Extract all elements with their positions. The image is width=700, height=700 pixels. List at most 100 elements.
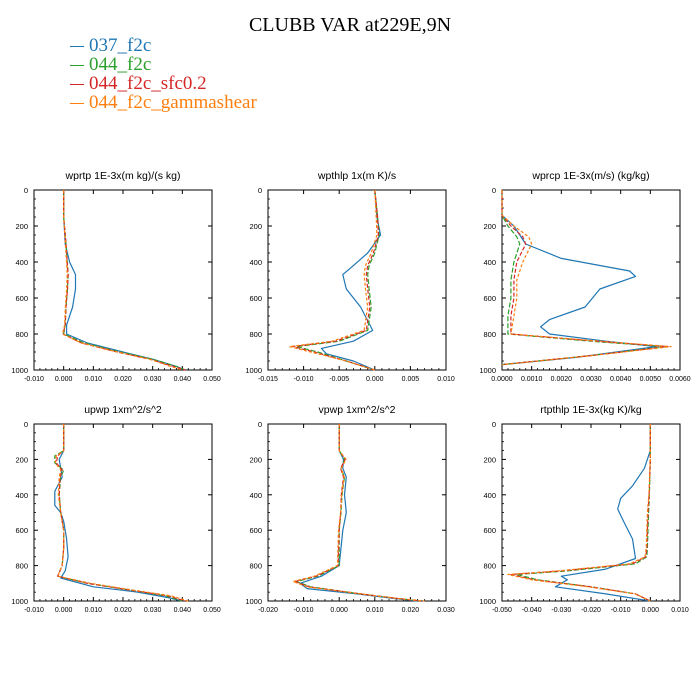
x-tick-label: 0.0030 [580,376,602,383]
x-tick-label: -0.050 [492,607,512,614]
y-tick-label: 200 [15,222,28,231]
y-tick-label: 0 [24,420,28,429]
series-line [292,189,379,371]
plot-frame [501,189,681,371]
y-tick-label: 800 [483,562,496,571]
legend-item: 044_f2c_gammashear [70,93,257,112]
x-tick-label: -0.030 [551,607,571,614]
x-tick-label: 0.0010 [521,376,543,383]
x-tick-label: 0.0000 [491,376,513,383]
y-tick-label: 200 [249,455,262,464]
y-tick-label: 400 [483,491,496,500]
series-line [295,189,380,371]
y-tick-label: 600 [15,294,28,303]
series-line [54,424,189,602]
y-tick-label: 0 [258,420,262,429]
x-tick-label: 0.050 [203,376,221,383]
y-tick-label: 800 [249,562,262,571]
y-tick-label: 200 [483,222,496,231]
plot-frame [267,189,447,371]
legend-label: 037_f2c [89,35,152,56]
series-line [292,424,425,602]
y-tick-label: 600 [249,526,262,535]
x-tick-label: 0.010 [85,607,103,614]
chart-title: wprcp 1E-3x(m/s) (kg/kg) [531,170,649,182]
chart-title: wpthlp 1x(m K)/s [317,170,396,182]
legend-item: 044_f2c [70,55,257,74]
series-line [510,424,651,602]
x-tick-label: 0.010 [671,607,689,614]
x-tick-label: -0.010 [611,607,631,614]
y-tick-label: 1000 [245,366,262,375]
x-tick-label: 0.000 [330,607,348,614]
chart-panel: wprcp 1E-3x(m/s) (kg/kg) 0.0000 0.0010 0.00… [479,170,690,383]
x-tick-label: 0.010 [366,607,384,614]
x-tick-label: -0.020 [258,607,278,614]
y-tick-label: 0 [258,186,262,195]
y-tick-label: 400 [483,258,496,267]
series-line [501,190,672,366]
x-tick-label: 0.010 [85,376,103,383]
x-tick-label: -0.010 [294,607,314,614]
series-line [54,424,183,602]
x-tick-label: -0.020 [581,607,601,614]
chart-title: upwp 1xm^2/s^2 [84,404,162,416]
y-tick-label: 600 [249,294,262,303]
legend-item: 044_f2c_sfc0.2 [70,74,257,93]
y-tick-label: 1000 [11,597,28,606]
legend-label: 044_f2c_sfc0.2 [89,73,207,94]
legend-swatch [70,64,84,67]
y-tick-label: 400 [15,258,28,267]
y-tick-label: 1000 [479,597,496,606]
y-tick-label: 0 [24,186,28,195]
x-tick-label: 0.040 [174,607,192,614]
x-tick-label: 0.010 [437,376,455,383]
series-line [54,424,183,602]
chart-panel: vpwp 1xm^2/s^2 -0.020 -0.010 0.000 0.010 0.02… [245,404,455,614]
series-line [320,189,382,371]
chart-title: rtpthlp 1E-3x(kg K)/kg [540,404,642,416]
x-tick-label: -0.010 [24,607,44,614]
series-line [299,424,418,602]
y-tick-label: 400 [249,258,262,267]
legend-label: 044_f2c_gammashear [89,92,257,113]
x-tick-label: 0.050 [203,607,221,614]
x-tick-label: 0.020 [114,607,132,614]
x-tick-label: 0.0050 [640,376,662,383]
chart-panel: rtpthlp 1E-3x(kg K)/kg -0.050 -0.040 -0.030… [479,404,689,614]
x-tick-label: 0.030 [437,607,455,614]
x-tick-label: -0.010 [24,376,44,383]
x-tick-label: 0.0020 [551,376,573,383]
series-line [501,190,666,366]
plot-frame [33,189,213,371]
plot-frame [267,423,447,602]
series-line [61,190,183,371]
x-tick-label: 0.0060 [669,376,691,383]
y-tick-label: 400 [15,491,28,500]
series-line [288,189,378,371]
legend-swatch [70,83,84,86]
x-tick-label: 0.030 [144,376,162,383]
x-tick-label: 0.020 [402,607,420,614]
y-tick-label: 600 [15,526,28,535]
y-tick-label: 600 [483,526,496,535]
x-tick-label: 0.005 [402,376,420,383]
x-tick-label: 0.020 [114,376,132,383]
y-tick-label: 0 [492,186,496,195]
series-line [507,424,651,602]
series-line [501,190,657,366]
y-tick-label: 0 [492,420,496,429]
y-tick-label: 200 [249,222,262,231]
chart-panel: wprtp 1E-3x(m kg)/(s kg) -0.010 0.000 0.010… [11,170,221,383]
legend: 037_f2c 044_f2c 044_f2c_sfc0.2 044_f2c_g… [70,36,257,112]
y-tick-label: 800 [483,330,496,339]
y-tick-label: 400 [249,491,262,500]
x-tick-label: 0.030 [144,607,162,614]
figure-title: CLUBB VAR at229E,9N [248,14,452,36]
y-tick-label: 600 [483,294,496,303]
legend-item: 037_f2c [70,36,257,55]
y-tick-label: 200 [15,455,28,464]
chart-panel: wpthlp 1x(m K)/s -0.015 -0.010 -0.005 0.000 0… [245,170,455,383]
x-tick-label: 0.000 [55,376,73,383]
